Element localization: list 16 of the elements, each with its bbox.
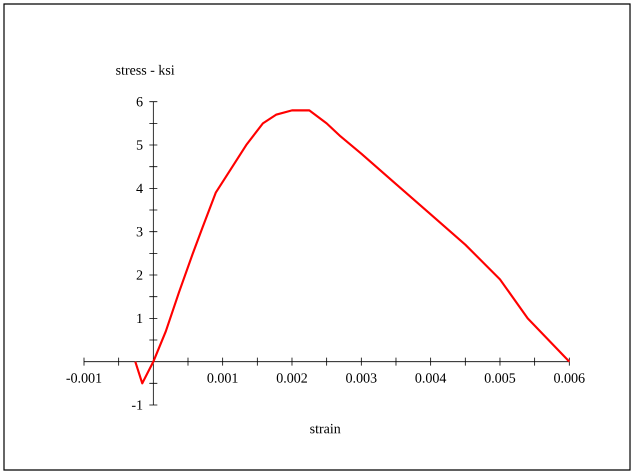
x-tick-label: 0.002 <box>276 373 307 383</box>
y-axis-title: stress - ksi <box>116 64 174 75</box>
x-tick-label: 0.003 <box>346 373 377 383</box>
y-tick-label: 1 <box>137 314 142 323</box>
x-tick-label: 0.004 <box>415 373 446 383</box>
x-tick-label: 0.001 <box>207 373 238 383</box>
x-tick-label: 0.005 <box>484 373 516 383</box>
y-tick-label: 3 <box>136 226 143 236</box>
y-tick-label: -1 <box>132 400 142 410</box>
y-tick-label: 2 <box>136 270 142 280</box>
x-tick-label: 0.006 <box>554 373 585 383</box>
y-tick-label: 5 <box>136 140 143 150</box>
x-axis-title: strain <box>310 424 341 434</box>
x-tick-label: -0.001 <box>66 373 102 383</box>
y-tick-label: 6 <box>136 97 143 106</box>
y-tick-label: 4 <box>136 184 143 193</box>
